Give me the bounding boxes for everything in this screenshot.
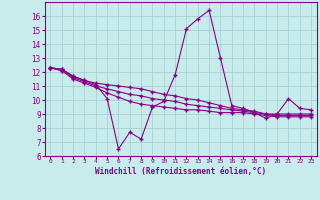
X-axis label: Windchill (Refroidissement éolien,°C): Windchill (Refroidissement éolien,°C) [95,167,266,176]
